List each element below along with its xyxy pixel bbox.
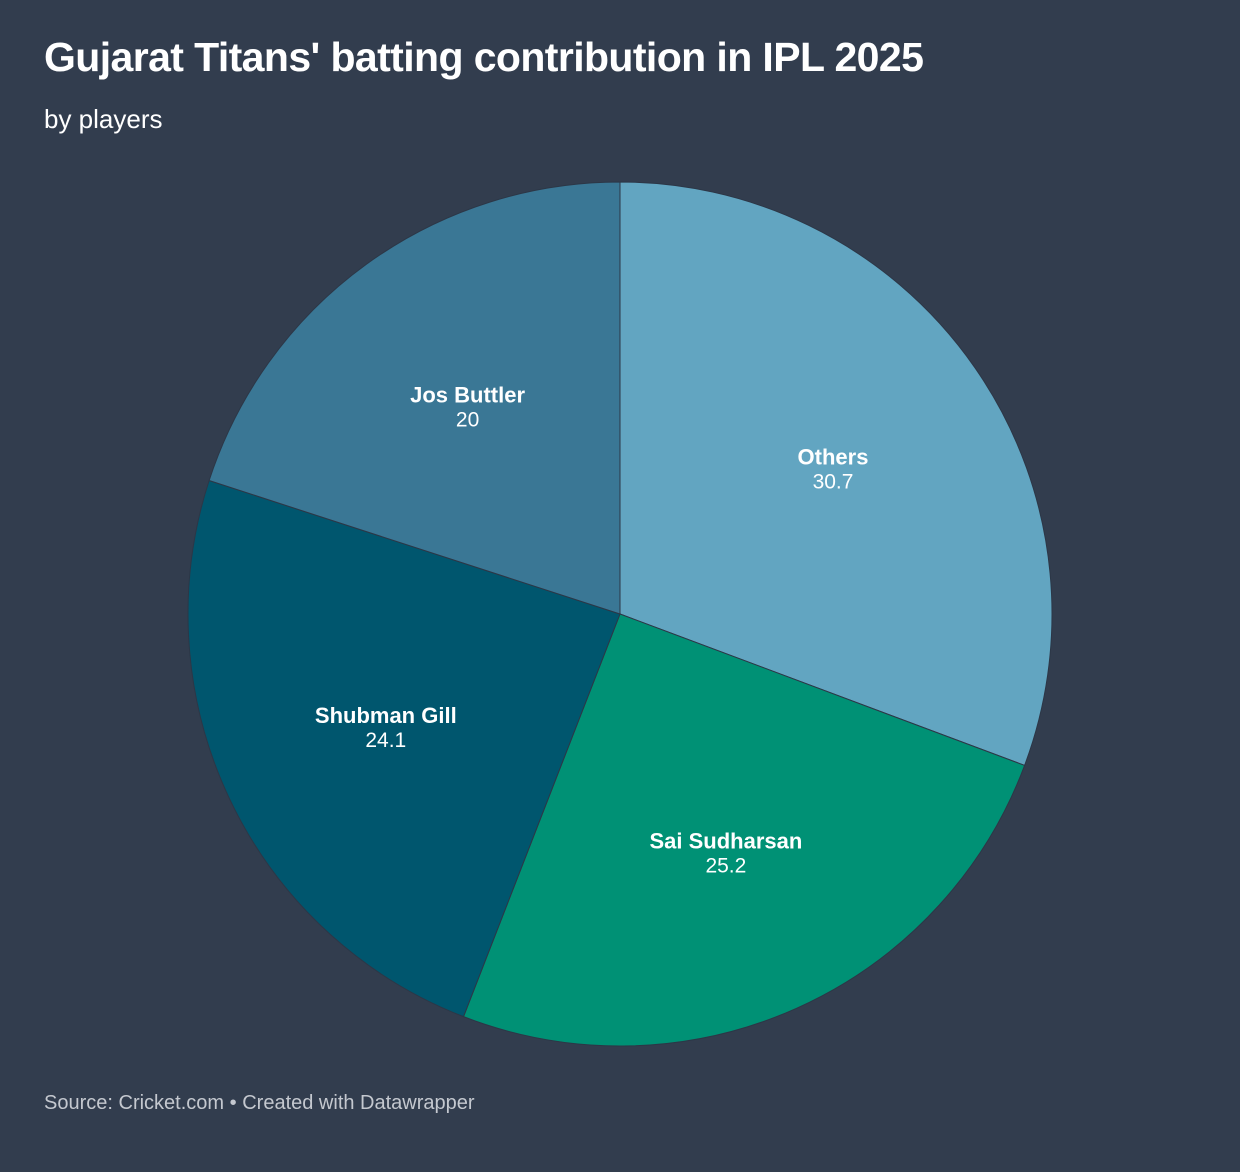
slice-value-sai-sudharsan: 25.2 [705,855,746,878]
chart-subtitle: by players [44,104,163,134]
slice-label-jos-buttler: Jos Buttler [410,382,525,407]
footer-separator: • [229,1092,237,1114]
chart-footer: Source: Cricket.com • Created with Dataw… [44,1092,475,1115]
pie-slice-shubman-gill[interactable] [187,479,621,1018]
pie-slice-sai-sudharsan[interactable] [462,613,1026,1047]
slice-value-jos-buttler: 20 [456,408,479,431]
source-prefix: Source: [44,1092,113,1114]
datawrapper-credit[interactable]: Created with Datawrapper [242,1092,475,1114]
slice-label-shubman-gill: Shubman Gill [315,703,457,728]
slice-label-others: Others [798,444,869,469]
source-link[interactable]: Cricket.com [118,1092,225,1114]
chart-title: Gujarat Titans' batting contribution in … [44,34,924,80]
slice-value-others: 30.7 [813,470,854,493]
pie-slice-jos-buttler[interactable] [208,181,621,615]
slice-value-shubman-gill: 24.1 [365,729,406,752]
pie-slices [187,181,1053,1047]
pie-slice-others[interactable] [619,181,1053,767]
slice-label-sai-sudharsan: Sai Sudharsan [649,829,802,854]
